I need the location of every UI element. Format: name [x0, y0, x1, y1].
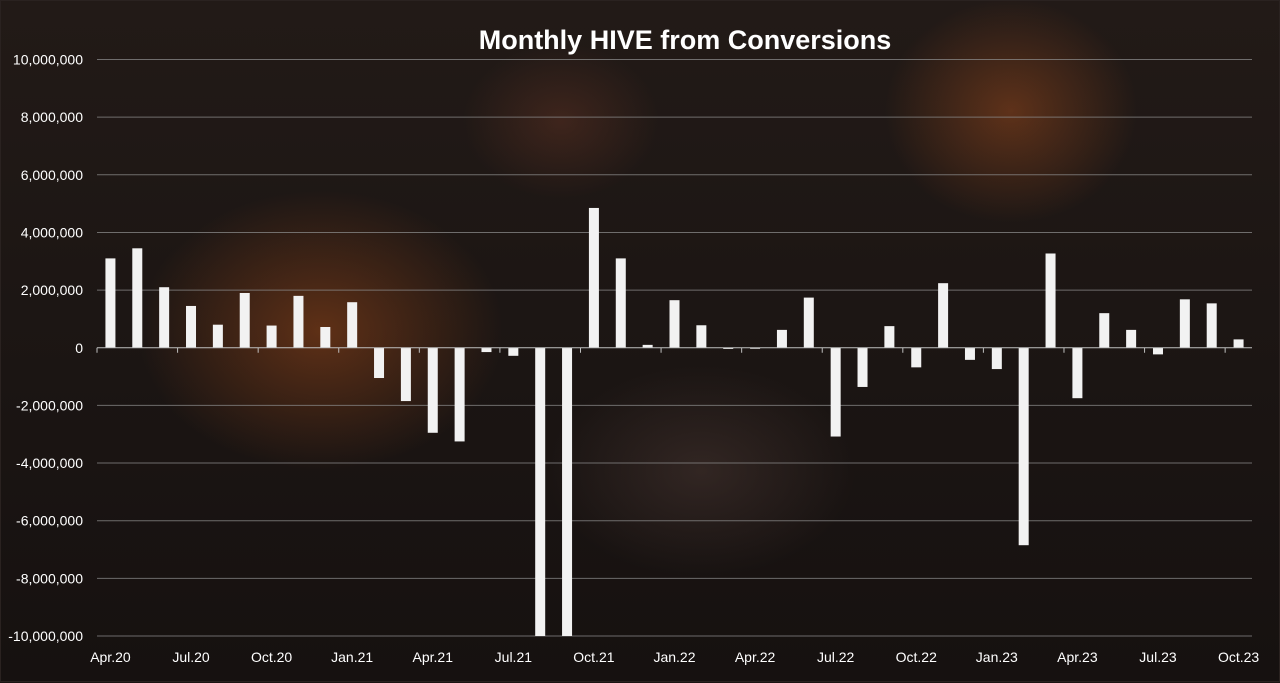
bar-jun-21 [481, 347, 492, 353]
bar-aug-22 [857, 347, 868, 387]
y-axis-tick-labels: 10,000,000 8,000,000 6,000,000 4,000,000 2,0… [8, 52, 83, 645]
y-tick-label: 0 [75, 340, 83, 356]
bar-may-23 [1099, 313, 1110, 348]
x-tick-label: Apr.23 [1057, 649, 1098, 665]
bar-nov-20 [293, 295, 304, 348]
bar-feb-21 [374, 347, 385, 379]
bar-dec-21 [642, 344, 653, 348]
bar-jun-22 [803, 297, 814, 348]
y-tick-label: 10,000,000 [13, 52, 83, 68]
x-tick-label: Oct.23 [1218, 649, 1259, 665]
bar-aug-20 [212, 324, 223, 348]
bar-nov-22 [938, 283, 949, 348]
bar-aug-21 [535, 347, 546, 636]
bar-mar-22 [723, 347, 734, 349]
bar-apr-20 [105, 258, 116, 348]
x-tick-label: Oct.22 [896, 649, 937, 665]
bar-may-21 [454, 347, 465, 442]
bar-nov-21 [615, 258, 626, 348]
x-tick-label: Oct.21 [573, 649, 614, 665]
y-tick-label: -10,000,000 [8, 628, 83, 644]
bar-dec-20 [320, 326, 331, 348]
bar-oct-20 [266, 325, 277, 348]
y-tick-label: 4,000,000 [21, 224, 83, 240]
x-tick-label: Apr.20 [90, 649, 131, 665]
y-tick-label: 8,000,000 [21, 109, 83, 125]
y-tick-label: -8,000,000 [16, 570, 83, 586]
bar-mar-23 [1045, 253, 1056, 348]
bar-oct-21 [588, 207, 599, 348]
bar-may-22 [776, 329, 787, 348]
x-tick-label: Apr.22 [735, 649, 776, 665]
bar-feb-22 [696, 325, 707, 348]
axes [96, 347, 1252, 353]
bar-jan-22 [669, 300, 680, 348]
x-tick-label: Jan.21 [331, 649, 373, 665]
bar-sep-22 [884, 326, 895, 348]
x-tick-label: Jul.22 [817, 649, 855, 665]
bar-sep-23 [1206, 303, 1217, 348]
y-tick-label: -4,000,000 [16, 455, 83, 471]
bar-mar-21 [400, 347, 411, 402]
bar-aug-23 [1179, 299, 1190, 348]
x-tick-label: Jul.20 [172, 649, 210, 665]
bar-apr-23 [1072, 347, 1083, 399]
bar-oct-22 [911, 347, 922, 368]
y-tick-label: -2,000,000 [16, 397, 83, 413]
bar-jun-23 [1126, 329, 1137, 348]
bar-apr-21 [427, 347, 438, 433]
bar-may-20 [132, 248, 143, 348]
bar-jun-20 [159, 287, 170, 348]
bar-jul-20 [186, 305, 197, 348]
bar-sep-20 [239, 292, 250, 348]
x-tick-label: Jul.21 [495, 649, 533, 665]
x-tick-label: Jan.22 [653, 649, 695, 665]
bar-jan-21 [347, 302, 358, 348]
x-tick-label: Jul.23 [1139, 649, 1177, 665]
bars [105, 207, 1244, 636]
bar-sep-21 [562, 347, 573, 636]
y-tick-label: -6,000,000 [16, 513, 83, 529]
bar-feb-23 [1018, 347, 1029, 546]
chart-title: Monthly HIVE from Conversions [479, 25, 892, 55]
bar-oct-23 [1233, 339, 1244, 348]
x-tick-label: Oct.20 [251, 649, 292, 665]
x-axis-tick-labels: Apr.20 Jul.20 Oct.20 Jan.21 Apr.21 Jul.21 Oct.… [90, 649, 1259, 665]
y-tick-label: 6,000,000 [21, 167, 83, 183]
y-tick-label: 2,000,000 [21, 282, 83, 298]
gridlines [97, 59, 1252, 637]
bar-dec-22 [964, 347, 975, 360]
x-tick-label: Apr.21 [413, 649, 454, 665]
bar-jul-22 [830, 347, 841, 437]
bar-jul-21 [508, 347, 519, 356]
bar-jan-23 [991, 347, 1002, 370]
bar-jul-23 [1152, 347, 1163, 355]
x-tick-label: Jan.23 [976, 649, 1018, 665]
